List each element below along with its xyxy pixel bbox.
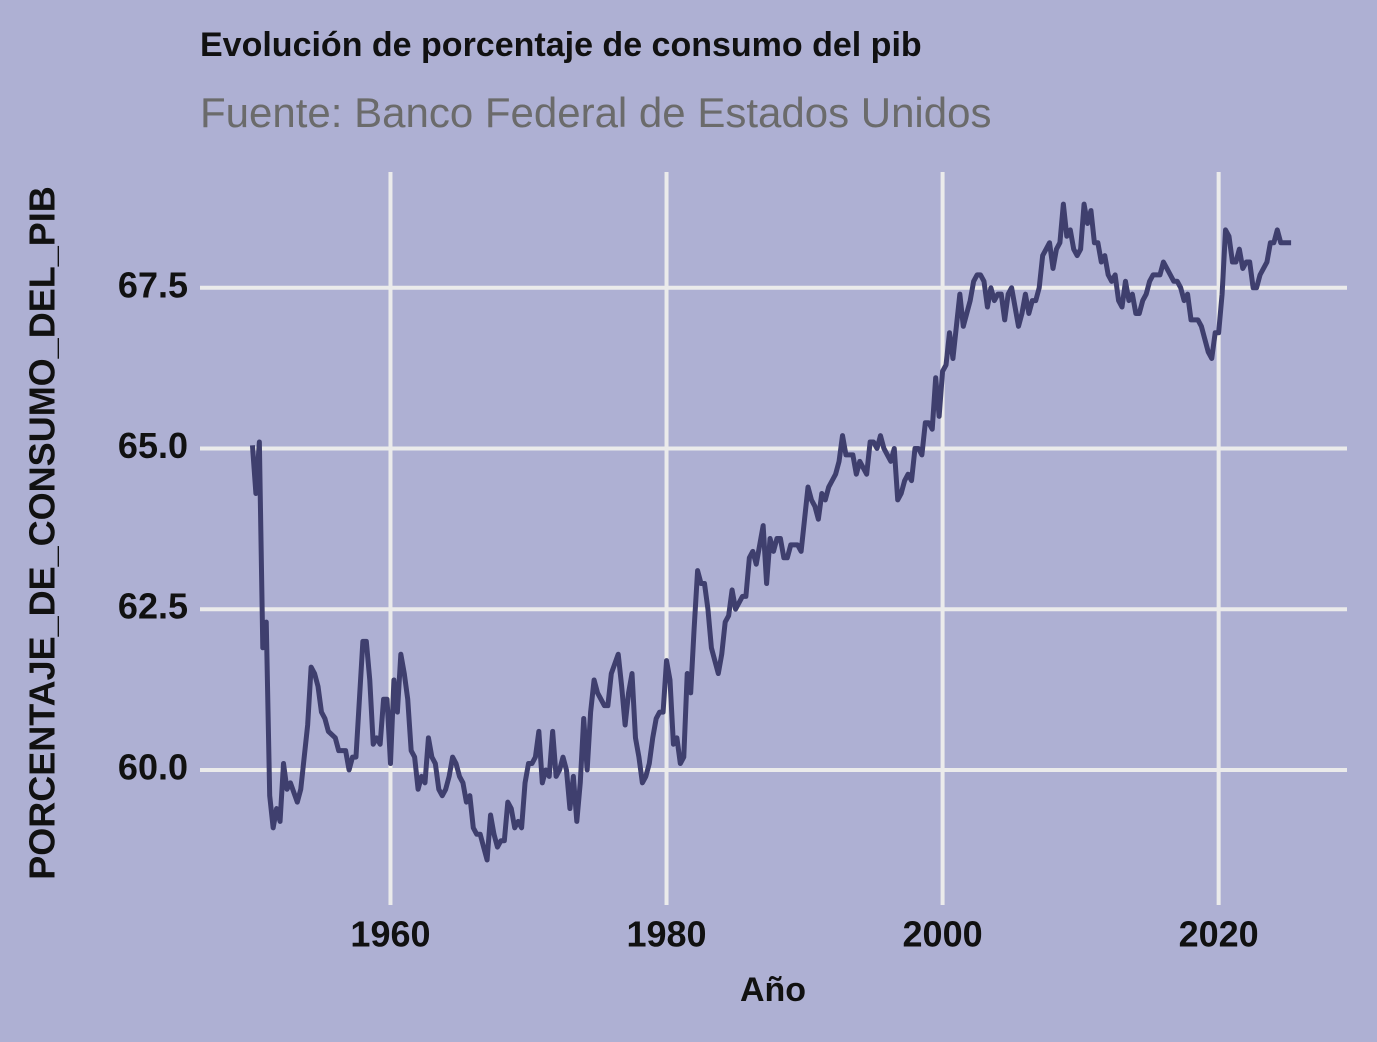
y-tick-label: 67.5 xyxy=(118,264,188,305)
y-tick-label: 60.0 xyxy=(118,746,188,787)
x-tick-label: 2000 xyxy=(903,914,983,955)
x-tick-label: 2020 xyxy=(1179,914,1259,955)
y-tick-label: 65.0 xyxy=(118,425,188,466)
y-tick-label: 62.5 xyxy=(118,586,188,627)
x-tick-label: 1980 xyxy=(626,914,706,955)
x-tick-label: 1960 xyxy=(350,914,430,955)
chart-title: Evolución de porcentaje de consumo del p… xyxy=(200,26,922,64)
y-axis-label: PORCENTAJE_DE_CONSUMO_DEL_PIB xyxy=(22,186,63,879)
chart-subtitle: Fuente: Banco Federal de Estados Unidos xyxy=(200,89,991,136)
x-axis-label: Año xyxy=(740,971,806,1009)
data-line xyxy=(249,201,1292,863)
